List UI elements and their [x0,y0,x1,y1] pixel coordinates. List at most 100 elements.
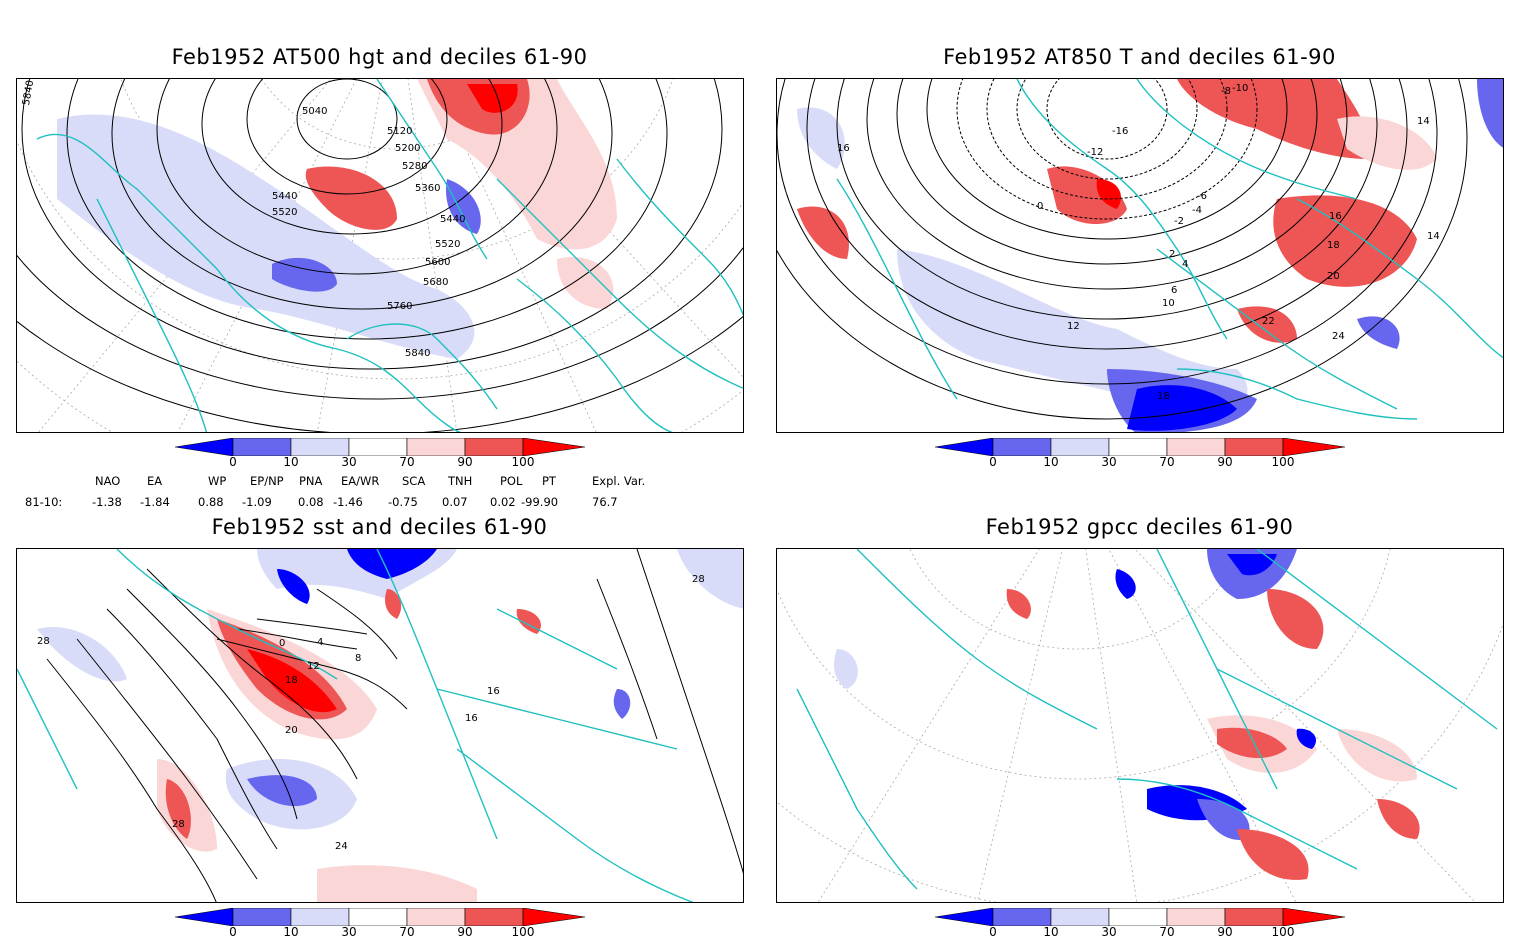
index-header: PT [542,474,556,488]
contour-label: -16 [1112,126,1128,137]
panel-title-sst: Feb1952 sst and deciles 61-90 [211,515,548,539]
index-value: -1.38 [92,495,122,509]
contour-label: 18 [1327,240,1340,251]
colorbar-swatch [174,907,234,927]
colorbar-label: 90 [457,455,473,469]
decile-shading [57,79,617,359]
index-header: POL [500,474,523,488]
map-gpcc [776,548,1504,903]
contour-label: -4 [1192,205,1202,216]
colorbar-swatch [1050,437,1110,457]
colorbar-label: 10 [283,925,299,939]
contour-label: 5840 [405,348,430,359]
index-value: -1.09 [242,495,272,509]
colorbar-swatch [1224,437,1284,457]
contour-label: -6 [1197,191,1207,202]
coastlines [17,549,694,902]
colorbar-swatch [992,907,1052,927]
contour-label: 24 [335,841,348,852]
colorbar-swatch [1166,437,1226,457]
colorbar-label: 100 [1271,925,1295,939]
colorbar-label: 70 [1159,455,1175,469]
decile-shading [797,79,1503,432]
colorbar-label: 90 [1217,455,1233,469]
colorbar-label: 70 [399,455,415,469]
contour-label: 28 [692,574,705,585]
colorbar-label: 30 [341,925,357,939]
contour-label: 12 [307,661,320,672]
contour-label: 4 [1182,259,1188,270]
index-header: EA/WR [341,474,380,488]
index-header: PNA [299,474,323,488]
colorbar-label: 70 [399,925,415,939]
contour-label: 28 [37,636,50,647]
contour-label: 22 [1262,316,1275,327]
colorbar-swatch [1166,907,1226,927]
panel-title-at500: Feb1952 AT500 hgt and deciles 61-90 [171,45,588,69]
colorbar-swatch [290,437,350,457]
map-at500: 5040 5120 5200 5280 5360 5440 5520 5600 … [16,78,744,433]
colorbar-swatches [934,907,1346,927]
colorbar-label: 90 [1217,925,1233,939]
contour-label: 24 [1332,331,1345,342]
panel-title-at850: Feb1952 AT850 T and deciles 61-90 [943,45,1336,69]
colorbar-label: 0 [229,455,237,469]
contour-label: 6 [1171,285,1177,296]
colorbar-swatches [174,437,586,457]
index-header: EP/NP [250,474,284,488]
coastlines [796,549,1498,890]
colorbar-label: 30 [341,455,357,469]
index-value: 0.02 [490,495,516,509]
colorbar-gpcc: 0 10 30 70 90 100 [934,907,1355,944]
colorbar-sst: 0 10 30 70 90 100 [174,907,595,944]
colorbar-swatch [174,437,234,457]
map-sst-canvas: 0 4 8 12 16 18 20 24 28 28 16 28 [17,549,743,902]
contour-label: -2 [1174,216,1184,227]
colorbar-label: 0 [989,925,997,939]
colorbar-swatch [934,907,994,927]
colorbar-label: 30 [1101,455,1117,469]
coastlines [36,79,743,432]
index-value: 0.88 [198,495,224,509]
sst-contours [46,549,743,902]
index-value: 0.07 [442,495,468,509]
decile-shading [37,549,743,902]
colorbar-swatch [464,437,524,457]
colorbar-label: 10 [1043,925,1059,939]
colorbar-swatch [232,907,292,927]
colorbar-swatches [174,907,586,927]
colorbar-at500: 0 10 30 70 90 100 [174,437,595,474]
map-sst: 0 4 8 12 16 18 20 24 28 28 16 28 [16,548,744,903]
index-value: 0.08 [298,495,324,509]
contour-label: 5520 [435,239,460,250]
colorbar-label: 100 [1271,455,1295,469]
colorbar-swatch [1108,907,1168,927]
colorbar-swatch [348,437,408,457]
decile-shading [834,549,1420,880]
contour-label: 5040 [302,106,327,117]
colorbar-label: 10 [283,455,299,469]
map-at850-canvas: -16 -12 -10 -8 -6 -4 -2 0 2 4 6 10 12 14… [777,79,1503,432]
contour-label: 2 [1169,249,1175,260]
contour-label: 12 [1067,321,1080,332]
colorbar-at850: 0 10 30 70 90 100 [934,437,1355,474]
colorbar-swatch [232,437,292,457]
colorbar-swatch [934,437,994,457]
colorbar-swatch [348,907,408,927]
contour-label: 5280 [402,161,427,172]
colorbar-label: 30 [1101,925,1117,939]
contour-label: 0 [279,638,285,649]
index-header: WP [208,474,227,488]
map-gpcc-canvas [777,549,1503,902]
contour-label: 10 [1162,298,1175,309]
colorbar-swatch [992,437,1052,457]
index-header: TNH [448,474,473,488]
panel-title-gpcc: Feb1952 gpcc deciles 61-90 [985,515,1294,539]
index-value: -0.75 [388,495,418,509]
contour-label: 5440 [272,191,297,202]
colorbar-swatch [464,907,524,927]
contour-label: 18 [285,675,298,686]
contour-label: 4 [317,637,323,648]
map-at850: -16 -12 -10 -8 -6 -4 -2 0 2 4 6 10 12 14… [776,78,1504,433]
contour-label: 0 [1037,201,1043,212]
